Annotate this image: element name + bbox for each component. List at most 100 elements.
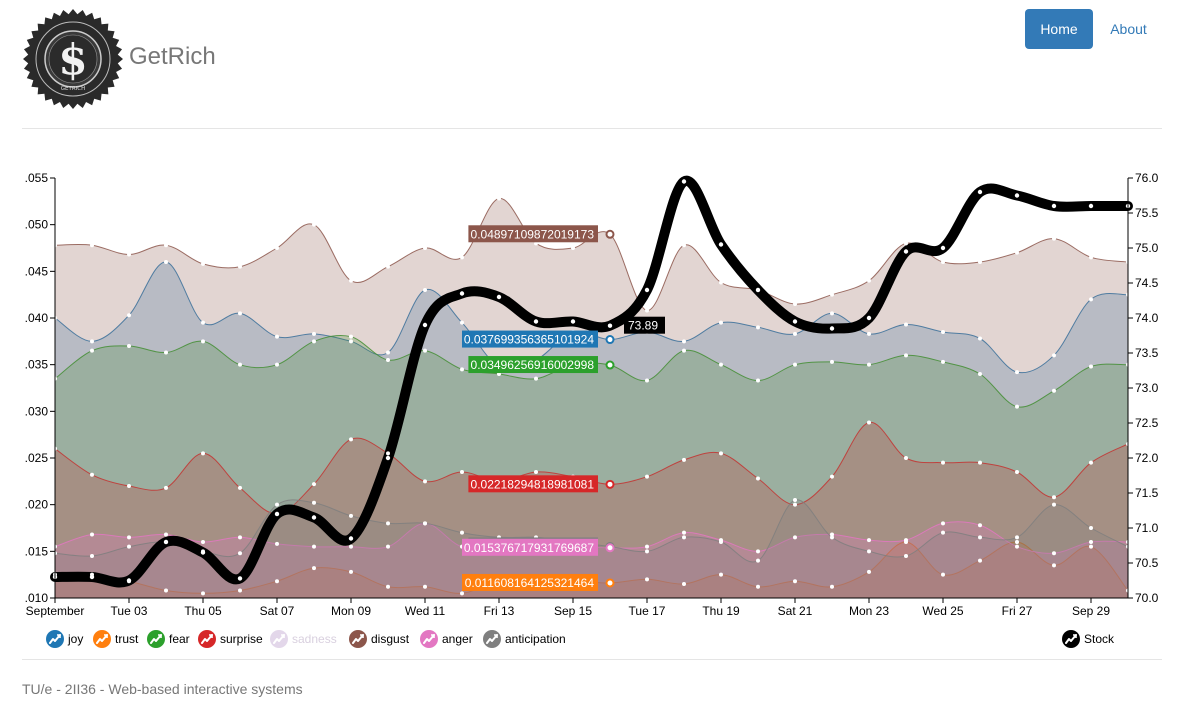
- area-disgust[interactable]: [55, 198, 1128, 598]
- point-disgust[interactable]: [238, 264, 242, 269]
- point-fear[interactable]: [201, 339, 205, 344]
- stock-point[interactable]: [1051, 203, 1057, 209]
- point-disgust[interactable]: [275, 246, 279, 250]
- point-surprise[interactable]: [1052, 495, 1056, 500]
- point-anticipation[interactable]: [238, 551, 242, 556]
- logo[interactable]: $ GETRICH: [22, 8, 124, 110]
- point-anger[interactable]: [238, 535, 242, 540]
- point-fear[interactable]: [460, 367, 464, 372]
- point-surprise[interactable]: [349, 437, 353, 442]
- point-anticipation[interactable]: [460, 530, 464, 535]
- point-fear[interactable]: [830, 359, 834, 364]
- stock-point[interactable]: [644, 287, 650, 293]
- point-trust[interactable]: [386, 584, 390, 589]
- point-joy[interactable]: [90, 339, 94, 344]
- point-anger[interactable]: [312, 544, 316, 549]
- point-trust[interactable]: [793, 579, 797, 584]
- area-surprise[interactable]: [55, 422, 1128, 598]
- point-trust[interactable]: [756, 584, 760, 589]
- point-joy[interactable]: [1015, 370, 1019, 375]
- point-anticipation[interactable]: [645, 549, 649, 554]
- point-surprise[interactable]: [941, 460, 945, 465]
- area-joy[interactable]: [55, 261, 1128, 598]
- point-surprise[interactable]: [719, 451, 723, 456]
- point-surprise[interactable]: [1089, 460, 1093, 465]
- point-fear[interactable]: [1015, 404, 1019, 409]
- point-disgust[interactable]: [571, 246, 575, 250]
- point-anticipation[interactable]: [941, 530, 945, 535]
- stock-point[interactable]: [940, 245, 946, 251]
- point-trust[interactable]: [349, 569, 353, 574]
- point-anticipation[interactable]: [830, 535, 834, 540]
- point-anger[interactable]: [349, 544, 353, 549]
- point-disgust[interactable]: [386, 264, 390, 269]
- point-trust[interactable]: [645, 577, 649, 582]
- point-joy[interactable]: [941, 330, 945, 334]
- point-anticipation[interactable]: [867, 549, 871, 554]
- brand-name[interactable]: GetRich: [129, 43, 216, 70]
- point-anger[interactable]: [164, 532, 168, 537]
- point-anger[interactable]: [756, 549, 760, 554]
- stock-point[interactable]: [1014, 193, 1020, 198]
- point-surprise[interactable]: [978, 460, 982, 465]
- point-surprise[interactable]: [793, 502, 797, 507]
- point-anticipation[interactable]: [349, 513, 353, 518]
- point-disgust[interactable]: [201, 261, 205, 266]
- point-surprise[interactable]: [756, 476, 760, 481]
- stock-point[interactable]: [422, 322, 428, 328]
- stock-point[interactable]: [792, 319, 798, 324]
- point-surprise[interactable]: [645, 474, 649, 479]
- point-anticipation[interactable]: [719, 540, 723, 544]
- point-joy[interactable]: [460, 320, 464, 325]
- point-fear[interactable]: [756, 378, 760, 383]
- point-disgust[interactable]: [349, 278, 353, 283]
- point-anger[interactable]: [941, 521, 945, 526]
- point-surprise[interactable]: [238, 485, 242, 490]
- point-anticipation[interactable]: [978, 535, 982, 540]
- point-joy[interactable]: [793, 331, 797, 336]
- point-disgust[interactable]: [978, 260, 982, 264]
- point-joy[interactable]: [904, 322, 908, 327]
- point-trust[interactable]: [312, 566, 316, 571]
- point-surprise[interactable]: [386, 451, 390, 456]
- point-disgust[interactable]: [941, 260, 945, 264]
- point-trust[interactable]: [201, 591, 205, 596]
- point-anticipation[interactable]: [275, 502, 279, 507]
- point-surprise[interactable]: [682, 457, 686, 462]
- point-anger[interactable]: [978, 523, 982, 528]
- point-anticipation[interactable]: [1015, 535, 1019, 540]
- point-disgust[interactable]: [1015, 250, 1019, 255]
- stock-point[interactable]: [977, 189, 983, 195]
- point-disgust[interactable]: [312, 222, 316, 227]
- point-fear[interactable]: [719, 362, 723, 367]
- point-trust[interactable]: [682, 582, 686, 586]
- point-disgust[interactable]: [423, 246, 427, 250]
- point-disgust[interactable]: [867, 278, 871, 283]
- point-anger[interactable]: [645, 544, 649, 549]
- stock-point[interactable]: [866, 315, 872, 321]
- point-anger[interactable]: [1089, 540, 1093, 544]
- stock-point[interactable]: [903, 249, 909, 254]
- point-fear[interactable]: [682, 348, 686, 353]
- point-joy[interactable]: [386, 350, 390, 355]
- stock-point[interactable]: [681, 179, 687, 184]
- point-anticipation[interactable]: [1089, 526, 1093, 530]
- point-joy[interactable]: [127, 313, 131, 318]
- stock-point[interactable]: [126, 578, 132, 583]
- point-disgust[interactable]: [164, 243, 168, 248]
- sentiment-stock-chart[interactable]: .010 .015 .020 .025 .030 .035 .040 .045 .050 .055…: [0, 160, 1199, 620]
- point-joy[interactable]: [756, 325, 760, 330]
- stock-point[interactable]: [459, 291, 465, 296]
- stock-point[interactable]: [274, 511, 280, 517]
- point-fear[interactable]: [645, 378, 649, 383]
- point-anger[interactable]: [867, 538, 871, 543]
- point-fear[interactable]: [127, 344, 131, 348]
- point-surprise[interactable]: [423, 479, 427, 484]
- stock-point[interactable]: [755, 287, 761, 293]
- area-fear[interactable]: [55, 335, 1128, 598]
- point-anger[interactable]: [904, 538, 908, 543]
- point-anger[interactable]: [201, 540, 205, 544]
- point-trust[interactable]: [830, 584, 834, 589]
- point-trust[interactable]: [275, 579, 279, 584]
- stock-point[interactable]: [237, 576, 243, 581]
